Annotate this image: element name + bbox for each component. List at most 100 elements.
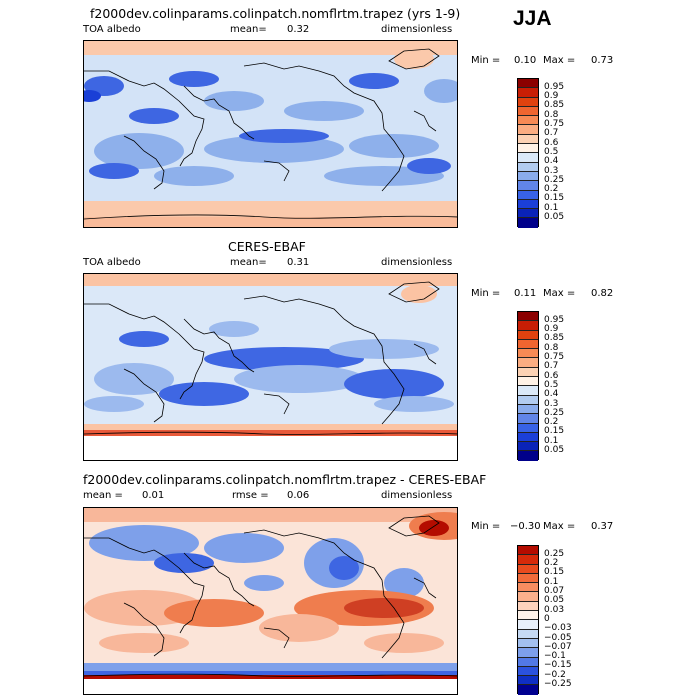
colorbar-swatch bbox=[518, 573, 538, 584]
colorbar-tick-label: 0.75 bbox=[544, 352, 565, 362]
colorbar-swatch bbox=[518, 555, 538, 565]
units-label: dimensionless bbox=[381, 24, 453, 35]
colorbar-tick-label: 0.07 bbox=[544, 586, 565, 596]
colorbar-tick-label: 0.15 bbox=[544, 567, 565, 578]
colorbar-swatch bbox=[518, 312, 538, 322]
colorbar-swatch bbox=[518, 88, 538, 98]
colorbar-tick-label: 0 bbox=[544, 613, 550, 624]
mean-value: 0.01 bbox=[142, 490, 165, 501]
colorbar-tick-label: −0.1 bbox=[544, 651, 566, 662]
colorbar-tick-label: −0.15 bbox=[544, 660, 572, 671]
colorbar-tick-label: 0.85 bbox=[544, 333, 565, 344]
colorbar-swatch bbox=[518, 209, 538, 219]
colorbar-swatch bbox=[518, 685, 538, 695]
colorbar-swatch bbox=[518, 648, 538, 658]
colorbar-tick-label: −0.03 bbox=[544, 623, 572, 634]
max-value: 0.73 bbox=[591, 55, 614, 66]
colorbar-swatch bbox=[518, 564, 538, 574]
colorbar-tick-label: 0.1 bbox=[544, 576, 559, 587]
colorbar-swatch bbox=[518, 386, 538, 396]
colorbar-swatch bbox=[518, 451, 538, 461]
colorbar-swatch bbox=[518, 432, 538, 443]
colorbar-tick-label: 0.8 bbox=[544, 109, 559, 120]
rmse-label: rmse = bbox=[232, 490, 269, 501]
colorbar-tick-label: 0.95 bbox=[544, 314, 565, 325]
albedo-map bbox=[83, 273, 458, 461]
colorbar-tick-label: 0.05 bbox=[544, 212, 565, 222]
colorbar-swatch bbox=[518, 97, 538, 107]
colorbar-swatch bbox=[518, 199, 538, 210]
colorbar-swatch bbox=[518, 638, 538, 649]
colorbar-tick-label: 0.4 bbox=[544, 156, 559, 167]
colorbar-tick-label: −0.07 bbox=[544, 641, 572, 652]
colorbar-tick-label: 0.2 bbox=[544, 558, 559, 569]
colorbar-tick-label: 0.15 bbox=[544, 426, 565, 437]
colorbar-swatch bbox=[518, 611, 538, 621]
colorbar-tick-label: 0.3 bbox=[544, 165, 559, 176]
colorbar-tick-label: 0.25 bbox=[544, 174, 565, 185]
colorbar-swatch bbox=[518, 404, 538, 415]
mean-value: 0.32 bbox=[287, 24, 310, 35]
colorbar-tick-label: 0.2 bbox=[544, 417, 559, 428]
colorbar-swatch bbox=[518, 620, 538, 630]
colorbar-swatch bbox=[518, 79, 538, 89]
panel-title: f2000dev.colinparams.colinpatch.nomflrtm… bbox=[90, 6, 461, 21]
colorbar-tick-label: 0.25 bbox=[544, 548, 565, 559]
colorbar-swatch bbox=[518, 583, 538, 593]
max-value: 0.37 bbox=[591, 521, 614, 532]
colorbar-swatch bbox=[518, 367, 538, 378]
colorbar-tick-label: −0.05 bbox=[544, 632, 572, 643]
colorbar-tick-label: 0.5 bbox=[544, 146, 559, 157]
colorbar-tick-label: −0.25 bbox=[544, 679, 572, 689]
coastlines bbox=[84, 281, 457, 435]
coastlines bbox=[84, 48, 457, 220]
colorbar-tick-label: 0.3 bbox=[544, 398, 559, 409]
min-label: Min = bbox=[471, 55, 501, 66]
min-label: Min = bbox=[471, 521, 501, 532]
colorbar-swatch bbox=[518, 116, 538, 126]
colorbar-swatch bbox=[518, 423, 538, 433]
rmse-value: 0.06 bbox=[287, 490, 310, 501]
mean-label: mean= bbox=[230, 257, 267, 268]
colorbar-tick-label: 0.1 bbox=[544, 435, 559, 446]
max-label: Max = bbox=[543, 288, 576, 299]
colorbar-swatch bbox=[518, 321, 538, 331]
colorbar-swatch bbox=[518, 546, 538, 556]
colorbar-swatch bbox=[518, 666, 538, 677]
min-value: −0.30 bbox=[510, 521, 541, 532]
colorbar-swatch bbox=[518, 162, 538, 172]
colorbar-tick-label: 0.05 bbox=[544, 445, 565, 455]
panel-title: CERES-EBAF bbox=[228, 239, 306, 254]
colorbar-tick-label: 0.85 bbox=[544, 100, 565, 111]
min-label: Min = bbox=[471, 288, 501, 299]
colorbar-swatch bbox=[518, 134, 538, 145]
colorbar-swatch bbox=[518, 144, 538, 154]
colorbar-tick-label: 0.8 bbox=[544, 342, 559, 353]
max-label: Max = bbox=[543, 521, 576, 532]
colorbar-swatch bbox=[518, 629, 538, 639]
colorbar-tick-label: 0.1 bbox=[544, 202, 559, 213]
colorbar-tick-label: 0.4 bbox=[544, 389, 559, 400]
colorbar-tick-label: 0.9 bbox=[544, 91, 559, 102]
colorbar-tick-label: 0.25 bbox=[544, 407, 565, 418]
colorbar-tick-label: 0.6 bbox=[544, 137, 559, 148]
colorbar-tick-label: −0.2 bbox=[544, 669, 566, 680]
colorbar-tick-label: 0.05 bbox=[544, 595, 565, 606]
albedo-map-svg bbox=[84, 274, 457, 460]
colorbar-swatch bbox=[518, 218, 538, 228]
colorbar-swatch bbox=[518, 592, 538, 602]
colorbar bbox=[517, 545, 539, 695]
albedo-map bbox=[83, 40, 458, 228]
difference-map bbox=[83, 507, 458, 695]
colorbar-swatch bbox=[518, 601, 538, 612]
field-label: TOA albedo bbox=[83, 24, 141, 35]
min-value: 0.11 bbox=[514, 288, 537, 299]
colorbar-swatch bbox=[518, 414, 538, 424]
colorbar-swatch bbox=[518, 395, 538, 405]
colorbar-swatch bbox=[518, 377, 538, 387]
mean-label: mean = bbox=[83, 490, 123, 501]
colorbar-tick-label: 0.9 bbox=[544, 324, 559, 335]
units-label: dimensionless bbox=[381, 490, 453, 501]
colorbar-swatch bbox=[518, 125, 538, 135]
colorbar-swatch bbox=[518, 330, 538, 340]
